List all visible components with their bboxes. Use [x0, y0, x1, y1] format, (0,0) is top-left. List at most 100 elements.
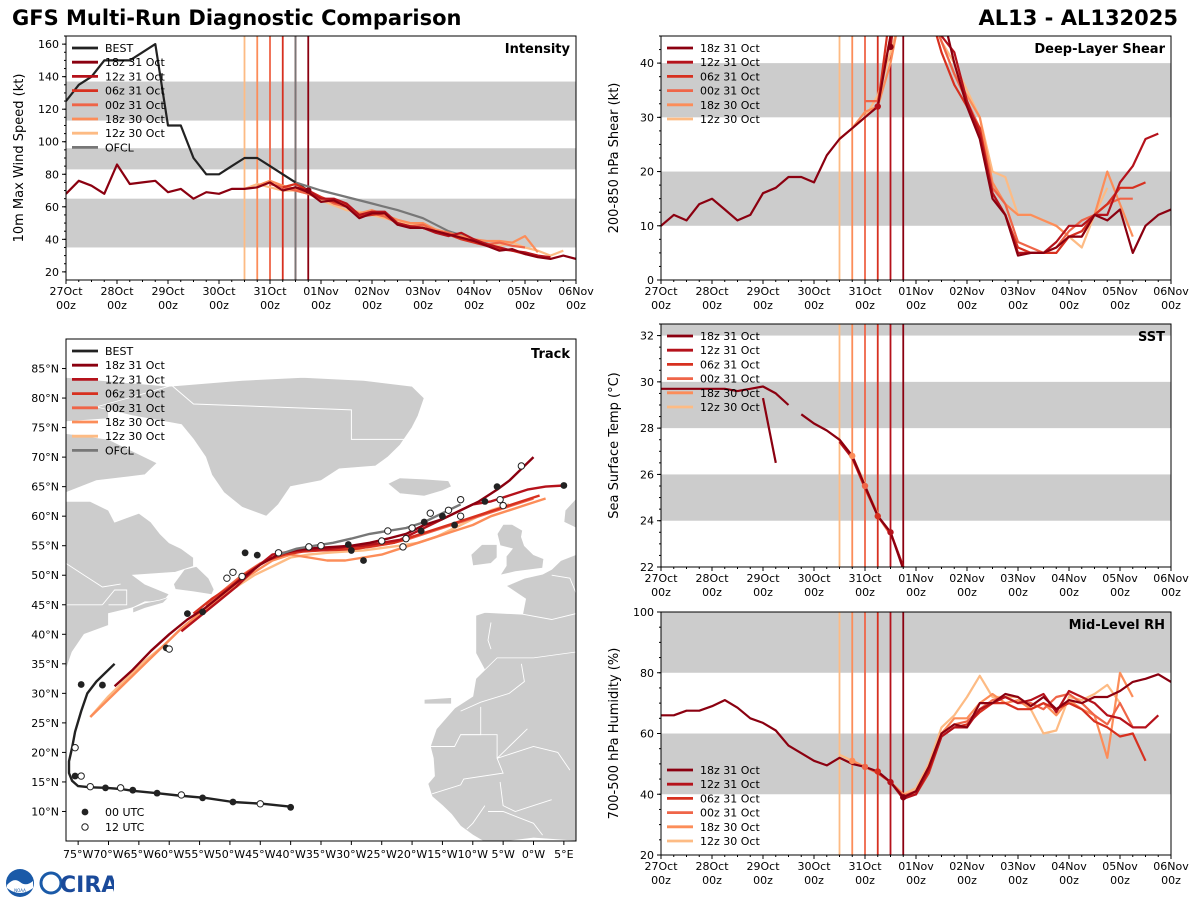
- track-legend-00utc-marker: [81, 808, 89, 816]
- rh-ytick-label: 100: [633, 606, 654, 619]
- intensity-xtick-hour: 00z: [209, 299, 229, 312]
- track-point-12utc: [517, 462, 526, 470]
- track-point-12utc: [256, 800, 264, 808]
- intensity-series-18z-31-oct: [66, 163, 576, 260]
- intensity-shade-band: [66, 148, 576, 170]
- sst-xtick-day: 27Oct: [644, 572, 678, 585]
- track-point-00utc: [344, 541, 352, 548]
- shear-xtick-day: 31Oct: [848, 285, 882, 298]
- intensity-legend-label: BEST: [105, 42, 133, 55]
- track-legend-label: BEST: [105, 345, 133, 358]
- shear-xtick-hour: 00z: [906, 299, 926, 312]
- sst-ytick-label: 30: [640, 376, 654, 389]
- cira-logo-text: CIRA: [60, 873, 114, 898]
- track-plot-area: [66, 339, 576, 841]
- shear-init-marker: [887, 43, 894, 51]
- land-africa: [427, 651, 576, 841]
- track-lon-label: 20°W: [397, 848, 427, 861]
- shear-ytick-label: 30: [640, 111, 654, 124]
- sst-xtick-day: 02Nov: [949, 572, 985, 585]
- track-panel: 75°W 70°W 65°W 60°W 55°W 50°W 45°W 40°W 35°W 30°W…: [31, 338, 577, 861]
- shear-series-12z-31-oct: [889, 36, 1159, 254]
- intensity-xtick-day: 28Oct: [100, 285, 134, 298]
- shear-xtick-hour: 00z: [1008, 299, 1028, 312]
- rh-xtick-hour: 00z: [753, 874, 773, 887]
- map-border-line: [431, 734, 504, 795]
- sst-shade-band: [661, 474, 1171, 521]
- rh-xtick-day: 06Nov: [1153, 860, 1189, 873]
- intensity-xtick-day: 27Oct: [49, 285, 83, 298]
- rh-legend-label: 06z 31 Oct: [700, 792, 760, 805]
- track-point-12utc: [384, 527, 392, 535]
- sst-xtick-hour: 00z: [855, 586, 875, 599]
- shear-xtick-hour: 00z: [753, 299, 773, 312]
- shear-xtick-day: 04Nov: [1051, 285, 1087, 298]
- shear-xtick-day: 27Oct: [644, 285, 678, 298]
- track-lat-label: 80°N: [31, 392, 59, 405]
- sst-xtick-day: 31Oct: [848, 572, 882, 585]
- shear-legend-label: 00z 31 Oct: [700, 85, 760, 98]
- track-lat-label: 15°N: [31, 776, 59, 789]
- intensity-xtick-hour: 00z: [158, 299, 178, 312]
- intensity-legend-label: 12z 31 Oct: [105, 70, 165, 83]
- rh-ytick-label: 60: [640, 728, 654, 741]
- shear-xtick-hour: 00z: [855, 299, 875, 312]
- intensity-ytick-label: 100: [38, 136, 59, 149]
- shear-xtick-day: 03Nov: [1000, 285, 1036, 298]
- shear-xtick-hour: 00z: [957, 299, 977, 312]
- shear-legend-label: 18z 31 Oct: [700, 42, 760, 55]
- sst-init-marker: [861, 482, 869, 490]
- track-legend-label: OFCL: [105, 444, 135, 457]
- intensity-init-marker: [305, 187, 312, 194]
- map-border-line: [488, 811, 543, 836]
- intensity-xtick-day: 31Oct: [253, 285, 287, 298]
- map-border-line: [487, 622, 492, 650]
- sst-xtick-day: 29Oct: [746, 572, 780, 585]
- rh-legend-label: 18z 31 Oct: [700, 764, 760, 777]
- intensity-title: Intensity: [505, 42, 571, 57]
- track-point-12utc: [165, 645, 173, 653]
- rh-init-marker: [874, 768, 881, 775]
- rh-xtick-day: 04Nov: [1051, 860, 1087, 873]
- shear-ytick-label: 40: [640, 57, 654, 70]
- intensity-xtick-hour: 00z: [107, 299, 127, 312]
- track-point-12utc: [402, 534, 410, 543]
- intensity-xtick-day: 04Nov: [456, 285, 492, 298]
- track-point-12utc: [399, 543, 407, 551]
- track-point-12utc: [378, 537, 386, 545]
- intensity-ytick-label: 140: [38, 71, 59, 84]
- rh-init-marker: [849, 757, 856, 765]
- sst-xtick-day: 06Nov: [1153, 572, 1189, 585]
- track-lon-label: 25°W: [367, 848, 397, 861]
- track-lat-label: 25°N: [31, 717, 59, 730]
- intensity-xtick-hour: 00z: [260, 299, 280, 312]
- intensity-xtick-hour: 00z: [56, 299, 76, 312]
- track-point-00utc: [99, 681, 106, 689]
- shear-legend-label: 12z 30 Oct: [700, 113, 760, 126]
- land-ireland: [470, 544, 498, 567]
- shear-legend-label: 06z 31 Oct: [700, 70, 760, 83]
- track-point-12utc: [71, 743, 79, 752]
- intensity-xtick-day: 02Nov: [354, 285, 390, 298]
- track-point-00utc: [360, 557, 367, 564]
- intensity-legend-label: 12z 30 Oct: [105, 127, 165, 140]
- sst-plot-area: [661, 324, 1171, 567]
- track-point-00utc: [199, 794, 207, 802]
- track-line-18z-30-oct: [89, 497, 546, 718]
- shear-series-00z-31-oct: [865, 36, 1133, 254]
- track-point-00utc: [241, 549, 249, 557]
- map-border-line: [66, 563, 121, 588]
- rh-xtick-hour: 00z: [906, 874, 926, 887]
- sst-xtick-hour: 00z: [957, 586, 977, 599]
- sst-series-18z-31-oct: [661, 385, 790, 406]
- track-lat-label: 85°N: [31, 363, 59, 376]
- shear-ytick-label: 0: [647, 274, 654, 287]
- track-lon-label: 15°W: [427, 848, 457, 861]
- track-point-12utc: [77, 772, 85, 780]
- intensity-ytick-label: 80: [45, 168, 59, 181]
- sst-ytick-label: 24: [640, 515, 654, 528]
- track-point-12utc: [408, 524, 416, 532]
- track-point-12utc: [116, 784, 125, 792]
- intensity-xtick-hour: 00z: [311, 299, 331, 312]
- track-point-12utc: [177, 791, 186, 799]
